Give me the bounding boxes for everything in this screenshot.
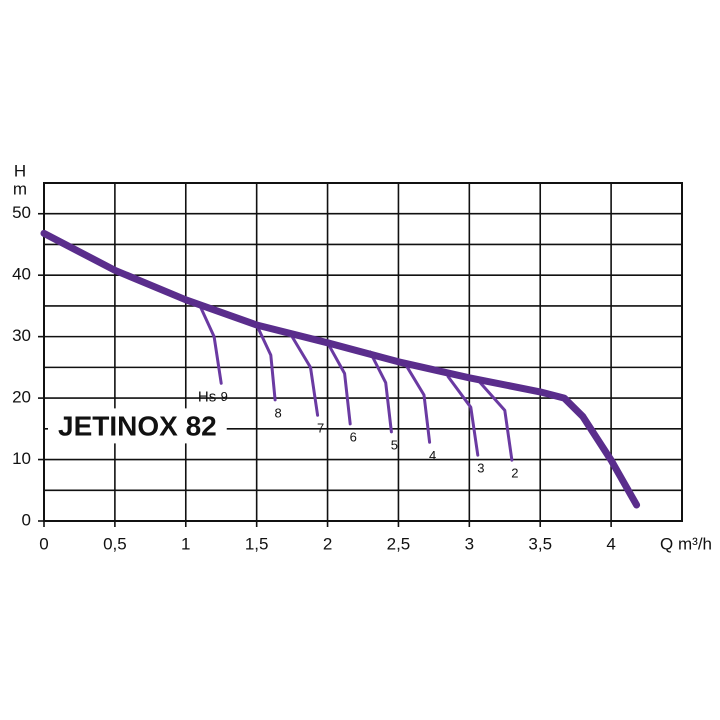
suction-curve — [368, 350, 393, 434]
chart-title: JETINOX 82 — [58, 410, 217, 441]
x-tick-label: 3 — [465, 534, 474, 553]
suction-curve — [198, 304, 223, 385]
x-tick-label: 0,5 — [103, 534, 127, 553]
x-tick-label: 2 — [323, 534, 332, 553]
suction-label: 7 — [317, 421, 324, 436]
title-background — [48, 408, 227, 444]
suction-label: 9 — [221, 389, 228, 404]
suction-curve — [404, 362, 432, 444]
suction-curve — [326, 341, 352, 426]
suction-curve — [255, 323, 277, 402]
suction-annotation: Hs — [198, 388, 216, 405]
x-tick-label: 3,5 — [528, 534, 552, 553]
x-tick-label: 1,5 — [245, 534, 269, 553]
x-tick-label: 2,5 — [387, 534, 411, 553]
suction-label: 2 — [511, 466, 518, 481]
y-axis-unit: m — [13, 179, 27, 198]
y-tick-label: 40 — [12, 265, 31, 284]
x-tick-label: 4 — [606, 534, 615, 553]
suction-label: 5 — [391, 437, 398, 452]
suction-curve — [446, 375, 480, 457]
x-tick-label: 1 — [181, 534, 190, 553]
y-tick-label: 50 — [12, 203, 31, 222]
y-tick-label: 30 — [12, 326, 31, 345]
suction-label: 8 — [274, 405, 281, 420]
y-axis-label: H — [14, 161, 26, 180]
suction-curve — [290, 335, 320, 417]
suction-label: 3 — [477, 461, 484, 476]
suction-curve — [474, 376, 514, 462]
x-axis-label: Q m³/h — [660, 534, 712, 553]
y-tick-label: 10 — [12, 449, 31, 468]
y-tick-label: 20 — [12, 388, 31, 407]
x-tick-label: 0 — [39, 534, 48, 553]
plot-border — [43, 182, 683, 522]
suction-label: 6 — [350, 429, 357, 444]
y-tick-label: 0 — [22, 510, 31, 529]
pump-curve — [40, 229, 641, 509]
suction-label: 4 — [429, 448, 436, 463]
